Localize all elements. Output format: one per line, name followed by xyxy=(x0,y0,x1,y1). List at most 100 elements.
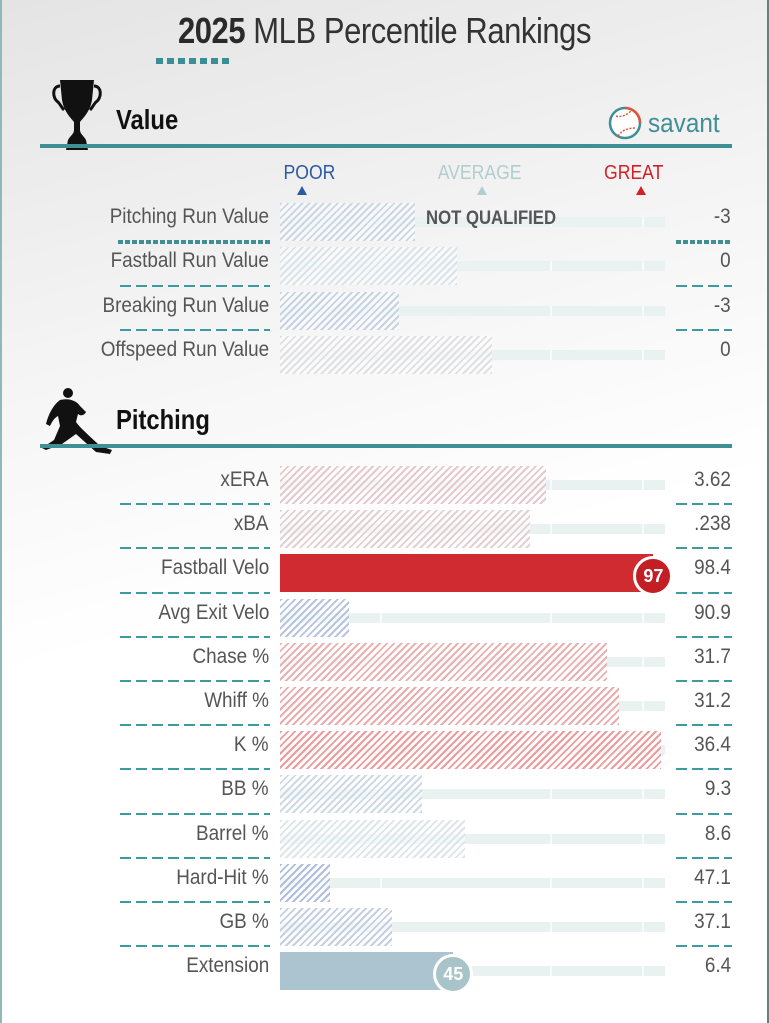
metric-label: Fastball Run Value xyxy=(110,249,269,273)
row-separator-left xyxy=(120,591,270,594)
metric-label: xBA xyxy=(234,512,269,536)
percentile-bar xyxy=(280,247,458,286)
card-border-right xyxy=(767,0,769,1023)
percentile-bar: 45 xyxy=(280,952,474,995)
row-separator-right xyxy=(676,240,732,245)
metric-row: BB % 9.3 xyxy=(0,771,769,815)
scale-label-average: AVERAGE xyxy=(437,162,522,184)
row-separator-right xyxy=(676,724,732,727)
track-tick xyxy=(549,480,552,490)
section-title-value: Value xyxy=(116,104,179,135)
track-tick xyxy=(641,877,644,888)
track-tick xyxy=(641,656,644,667)
trophy-icon xyxy=(52,80,102,150)
metric-row: K % 36.4 xyxy=(0,727,769,771)
track-tick xyxy=(549,349,552,360)
row-separator-right xyxy=(676,328,732,331)
track-tick xyxy=(641,261,644,272)
row-separator-right xyxy=(676,635,732,638)
metric-value: .238 xyxy=(694,512,731,536)
row-separator-right xyxy=(676,591,732,594)
metric-value: 31.7 xyxy=(694,644,731,668)
row-separator-right xyxy=(676,503,732,506)
metric-label: K % xyxy=(234,733,269,757)
metric-value: 0 xyxy=(720,249,731,273)
metric-label: Whiff % xyxy=(204,689,269,712)
metric-label: Offspeed Run Value xyxy=(100,337,269,361)
track-tick xyxy=(641,966,644,977)
pitcher-icon xyxy=(42,388,112,454)
metric-label: Extension xyxy=(185,954,269,978)
metric-value: 37.1 xyxy=(694,910,731,933)
percentile-track xyxy=(280,877,665,888)
metric-label: Chase % xyxy=(192,644,269,668)
track-tick xyxy=(549,877,552,888)
metric-value: 8.6 xyxy=(704,821,731,845)
percentile-bar: 97 xyxy=(280,554,674,597)
metric-value: 6.4 xyxy=(704,954,731,978)
metric-label: xERA xyxy=(220,468,269,491)
metric-row: Chase % 31.7 xyxy=(0,639,769,683)
track-tick xyxy=(549,922,552,932)
savant-brand-text: savant xyxy=(648,107,720,138)
track-tick xyxy=(641,833,644,844)
track-tick xyxy=(549,789,552,800)
percentile-bar xyxy=(280,203,415,241)
great-marker-icon xyxy=(636,186,646,195)
metric-row: Offspeed Run Value 0 xyxy=(0,332,769,376)
track-tick xyxy=(549,217,552,227)
average-marker-icon xyxy=(477,186,487,195)
row-separator-left xyxy=(120,503,270,506)
metric-label: Hard-Hit % xyxy=(176,865,269,889)
metric-label: BB % xyxy=(221,777,269,801)
percentile-bar xyxy=(280,687,619,725)
percentile-bar xyxy=(280,466,546,504)
track-tick xyxy=(641,349,644,360)
percentile-bar xyxy=(280,731,662,770)
track-tick xyxy=(549,833,552,844)
percentile-bar xyxy=(280,598,350,637)
savant-logo: savant xyxy=(608,106,728,140)
metric-row: Breaking Run Value -3 xyxy=(0,288,769,332)
title-underline xyxy=(156,58,232,64)
row-separator-left xyxy=(120,547,270,550)
metric-row: GB % 37.1 xyxy=(0,904,769,948)
percentile-bar xyxy=(280,510,531,549)
row-separator-left xyxy=(120,284,270,287)
page-title: 2025 MLB Percentile Rankings xyxy=(54,10,715,52)
metric-value: 47.1 xyxy=(694,865,731,889)
row-separator-left xyxy=(118,240,270,245)
metric-value: -3 xyxy=(714,293,731,317)
metric-row: Hard-Hit % 47.1 xyxy=(0,860,769,904)
baseball-icon xyxy=(608,106,642,140)
track-tick xyxy=(549,305,552,316)
percentile-bar xyxy=(280,291,400,330)
row-separator-left xyxy=(120,945,270,948)
row-separator-right xyxy=(676,284,732,287)
percentile-track xyxy=(280,612,665,623)
track-tick xyxy=(549,524,552,535)
row-separator-left xyxy=(120,328,270,331)
row-separator-right xyxy=(676,901,732,903)
metric-label: Barrel % xyxy=(196,821,269,845)
row-separator-left xyxy=(120,901,270,903)
percentile-bar xyxy=(280,819,465,858)
track-tick xyxy=(641,217,644,227)
percentile-bar xyxy=(280,335,492,374)
row-separator-right xyxy=(676,547,732,550)
metric-value: 90.9 xyxy=(694,600,731,624)
track-tick xyxy=(549,261,552,272)
row-separator-right xyxy=(676,680,732,682)
metric-row: Fastball Run Value 0 xyxy=(0,243,769,287)
row-separator-right xyxy=(676,768,732,771)
percentile-bar xyxy=(280,642,608,681)
metric-label: Fastball Velo xyxy=(160,556,269,580)
track-tick xyxy=(549,966,552,977)
track-tick xyxy=(380,877,383,888)
metric-value: -3 xyxy=(714,205,731,228)
percentile-badge: 97 xyxy=(633,556,674,597)
card-border-left xyxy=(0,0,2,1023)
metric-row: Barrel % 8.6 xyxy=(0,816,769,860)
metric-value: 0 xyxy=(720,337,731,361)
metric-row: Avg Exit Velo 90.9 xyxy=(0,595,769,639)
